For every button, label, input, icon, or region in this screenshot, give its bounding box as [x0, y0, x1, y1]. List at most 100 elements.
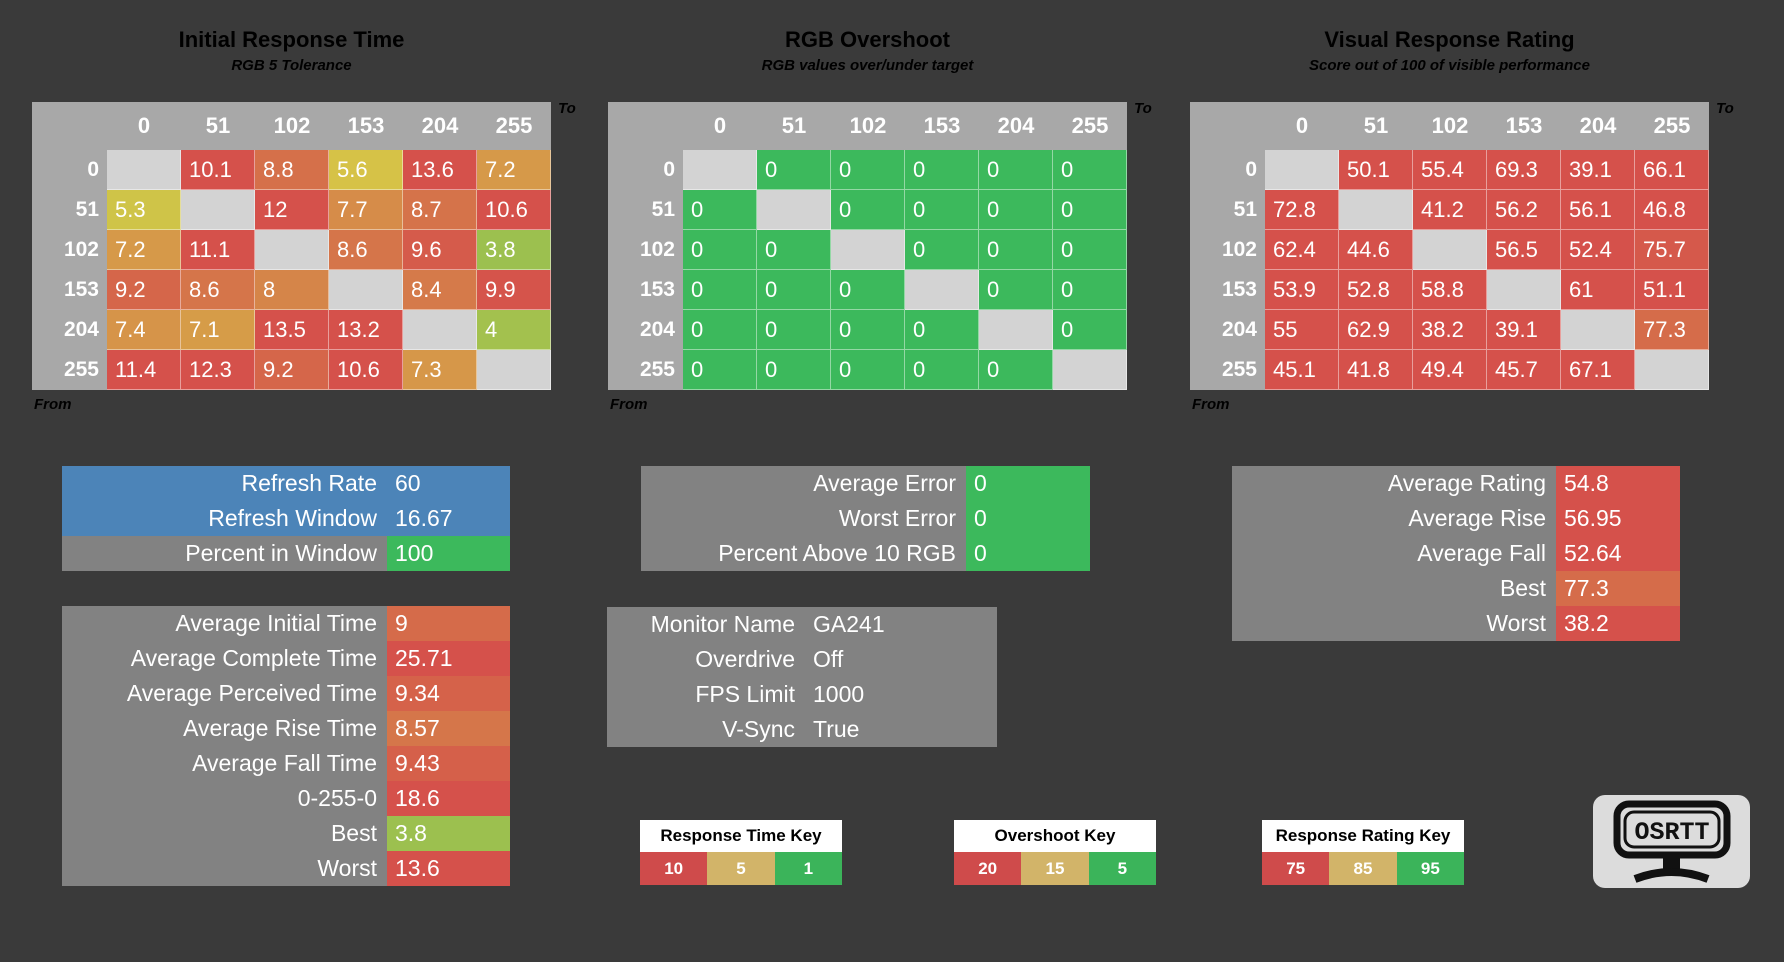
row-header: 102	[32, 230, 107, 270]
heatmap-cell: 55	[1265, 310, 1339, 350]
summary-label: Monitor Name	[607, 607, 805, 642]
column-header: 255	[1635, 102, 1709, 150]
heatmap-subtitle: RGB values over/under target	[761, 57, 974, 74]
heatmap-cell: 7.2	[477, 150, 551, 190]
key-value: 75	[1262, 852, 1330, 885]
heatmap-cell: 8.8	[255, 150, 329, 190]
heatmap-initial-response-time: Initial Response Time RGB 5 Tolerance To…	[32, 27, 576, 427]
row-header: 102	[608, 230, 683, 270]
overshoot-key: Overshoot Key 20 15 5	[954, 820, 1156, 885]
refresh-summary-block: Refresh Rate 60 Refresh Window 16.67 Percent…	[62, 466, 510, 571]
row-header: 51	[32, 190, 107, 230]
diagonal-cell	[1339, 190, 1413, 230]
summary-label: Average Rating	[1232, 466, 1556, 501]
axis-to-label: To	[1716, 100, 1734, 117]
heatmap-cell: 0	[979, 350, 1053, 390]
diagonal-cell	[905, 270, 979, 310]
heatmap-cell: 10.6	[329, 350, 403, 390]
key-value: 5	[707, 852, 775, 885]
summary-label: Refresh Window	[62, 501, 387, 536]
heatmap-cell: 11.4	[107, 350, 181, 390]
summary-value: 8.57	[387, 711, 510, 746]
axis-from-label: From	[1192, 396, 1230, 413]
heatmap-cell: 7.7	[329, 190, 403, 230]
key-cells: 75 85 95	[1262, 852, 1464, 885]
heatmap-cell: 62.4	[1265, 230, 1339, 270]
summary-value: 9.43	[387, 746, 510, 781]
column-header: 255	[1053, 102, 1127, 150]
row-header: 51	[608, 190, 683, 230]
summary-value: 52.64	[1556, 536, 1680, 571]
row-header: 102	[1190, 230, 1265, 270]
heatmap-cell: 0	[979, 190, 1053, 230]
heatmap-cell: 0	[683, 230, 757, 270]
diagonal-cell	[1413, 230, 1487, 270]
heatmap-cell: 75.7	[1635, 230, 1709, 270]
summary-label: Average Rise	[1232, 501, 1556, 536]
summary-value: 9.34	[387, 676, 510, 711]
heatmap-title: Initial Response Time	[178, 27, 405, 52]
row-header: 153	[1190, 270, 1265, 310]
heatmap-cell: 51.1	[1635, 270, 1709, 310]
heatmap-title: RGB Overshoot	[784, 27, 951, 52]
osrtt-logo: OSRTT	[1593, 795, 1750, 888]
diagonal-cell	[757, 190, 831, 230]
heatmap-cell: 0	[1053, 190, 1127, 230]
summary-label: 0-255-0	[62, 781, 387, 816]
summary-label: Worst Error	[641, 501, 966, 536]
axis-to-label: To	[1134, 100, 1152, 117]
heatmap-cell: 8.4	[403, 270, 477, 310]
diagonal-cell	[1561, 310, 1635, 350]
monitor-info-block: Monitor Name GA241 Overdrive Off FPS Limit 10…	[607, 607, 997, 747]
column-header: 204	[1561, 102, 1635, 150]
heatmap-cell: 0	[831, 270, 905, 310]
row-header: 255	[32, 350, 107, 390]
heatmap-cell: 5.3	[107, 190, 181, 230]
heatmap-cell: 0	[683, 190, 757, 230]
heatmap-cell: 0	[1053, 230, 1127, 270]
heatmap-cell: 4	[477, 310, 551, 350]
summary-value: 0	[966, 501, 1090, 536]
heatmap-cell: 0	[831, 150, 905, 190]
heatmap-cell: 77.3	[1635, 310, 1709, 350]
logo-text: OSRTT	[1634, 818, 1709, 847]
column-header: 204	[403, 102, 477, 150]
heatmap-cell: 0	[757, 310, 831, 350]
summary-label: Average Fall	[1232, 536, 1556, 571]
heatmap-cell: 0	[905, 190, 979, 230]
summary-value: 3.8	[387, 816, 510, 851]
heatmap-cell: 45.1	[1265, 350, 1339, 390]
summary-label: Average Perceived Time	[62, 676, 387, 711]
heatmap-visual-response-rating: Visual Response Rating Score out of 100 …	[1190, 27, 1734, 427]
key-title: Overshoot Key	[954, 820, 1156, 852]
axis-from-label: From	[610, 396, 648, 413]
column-header: 0	[683, 102, 757, 150]
heatmap-cell: 0	[757, 150, 831, 190]
summary-label: Average Error	[641, 466, 966, 501]
heatmap-cell: 0	[1053, 150, 1127, 190]
summary-value: 13.6	[387, 851, 510, 886]
heatmap-title: Visual Response Rating	[1324, 27, 1575, 52]
key-value: 85	[1329, 852, 1397, 885]
diagonal-cell	[477, 350, 551, 390]
heatmap-cell: 0	[979, 230, 1053, 270]
heatmap-cell: 9.9	[477, 270, 551, 310]
summary-label: Average Initial Time	[62, 606, 387, 641]
summary-value: 16.67	[387, 501, 510, 536]
heatmap-cell: 44.6	[1339, 230, 1413, 270]
heatmap-cell: 8.6	[329, 230, 403, 270]
row-header: 153	[32, 270, 107, 310]
heatmap-cell: 46.8	[1635, 190, 1709, 230]
response-time-key: Response Time Key 10 5 1	[640, 820, 842, 885]
heatmap-cell: 0	[979, 270, 1053, 310]
diagonal-cell	[979, 310, 1053, 350]
diagonal-cell	[255, 230, 329, 270]
axis-to-label: To	[558, 100, 576, 117]
key-value: 95	[1396, 852, 1464, 885]
heatmap-cell: 0	[683, 350, 757, 390]
heatmap-cell: 0	[1053, 270, 1127, 310]
heatmap-cell: 41.8	[1339, 350, 1413, 390]
summary-label: FPS Limit	[607, 677, 805, 712]
heatmap-cell: 56.5	[1487, 230, 1561, 270]
